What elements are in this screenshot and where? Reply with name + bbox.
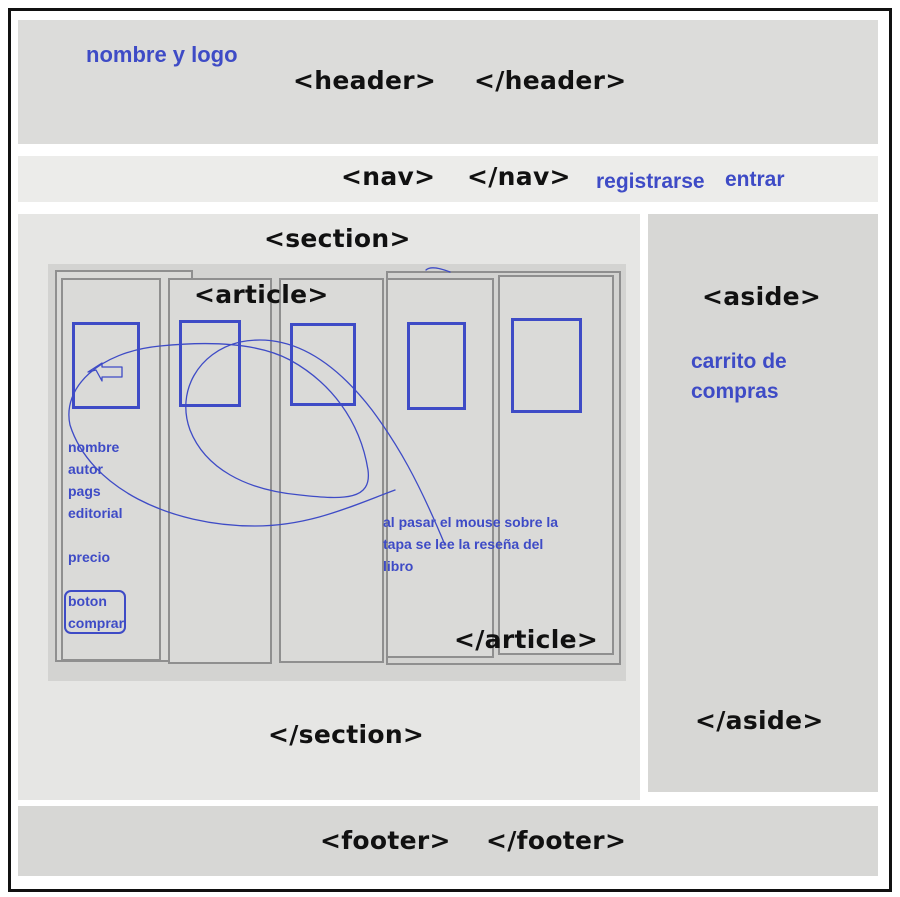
section-open-tag: <section> [264,224,411,253]
book-card-4 [386,278,494,658]
nav-register-link[interactable]: registrarse [596,170,705,193]
book-card-5 [498,275,614,655]
book-cover-3[interactable] [290,323,356,406]
article-outer-outline [386,271,621,665]
header-logo-note: nombre y logo [86,42,238,67]
footer-region [18,806,878,876]
arrow-left-icon [87,362,123,382]
buy-button-label-line1: boton [68,593,107,609]
footer-close-tag: </footer> [486,826,627,855]
header-close-tag: </header> [474,66,627,95]
article-close-tag: </article> [454,625,599,654]
book-card-3 [279,278,384,663]
header-region [18,20,878,144]
scribble-loop [68,339,446,546]
book-info-name: nombre [68,439,120,455]
scribble-mark [425,267,451,273]
nav-region [18,156,878,202]
nav-close-tag: </nav> [467,162,571,191]
cart-note-line1: carrito de [691,350,787,373]
book-cover-1[interactable] [72,322,140,409]
book-cover-5[interactable] [511,318,582,413]
cart-note-line2: compras [691,380,779,403]
book-info-publisher: editorial [68,505,123,521]
article-open-tag: <article> [194,280,329,309]
header-open-tag: <header> [293,66,437,95]
hover-note-line3: libro [383,558,414,574]
book-card-2 [168,278,272,664]
book-info-pages: pags [68,483,101,499]
book-cover-4[interactable] [407,322,466,410]
book-info-price: precio [68,549,111,565]
buy-button[interactable] [64,590,126,634]
buy-button-label-line2: comprar [68,615,125,631]
book-card-1 [61,278,161,661]
hover-note-line2: tapa se lee la reseña del [383,536,544,552]
aside-close-tag: </aside> [695,706,824,735]
aside-region [648,214,878,792]
nav-open-tag: <nav> [341,162,436,191]
nav-login-link[interactable]: entrar [725,168,785,191]
hover-note-line1: al pasar el mouse sobre la [383,514,559,530]
footer-open-tag: <footer> [320,826,451,855]
book-cover-2[interactable] [179,320,241,407]
section-close-tag: </section> [268,720,425,749]
book-info-author: autor [68,461,103,477]
aside-open-tag: <aside> [702,282,822,311]
